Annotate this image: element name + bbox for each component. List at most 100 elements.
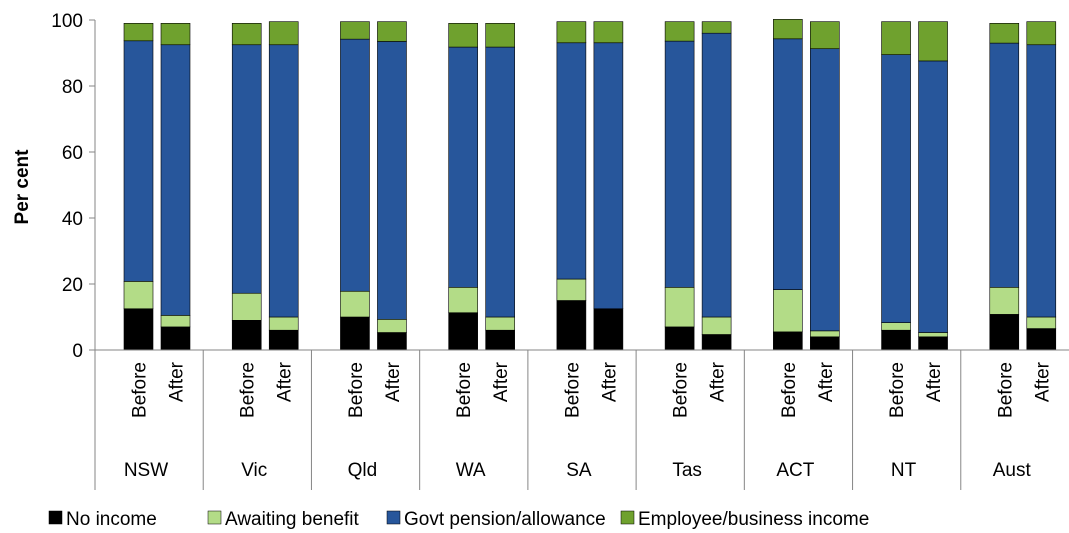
bar-segment-sa-before-0 xyxy=(556,300,587,351)
bar-segment-vic-before-0 xyxy=(231,319,262,351)
group-label: NT xyxy=(891,460,917,481)
bar-segment-act-after-3 xyxy=(810,21,840,50)
bar-segment-nt-after-2 xyxy=(918,60,948,333)
bar-segment-act-before-0 xyxy=(773,331,803,351)
bar-segment-vic-after-3 xyxy=(268,21,299,46)
bar-segment-tas-after-1 xyxy=(701,316,732,335)
bar-segment-nsw-before-3 xyxy=(123,22,154,42)
bar-segment-vic-before-3 xyxy=(231,22,262,46)
bar-segment-qld-after-3 xyxy=(377,21,407,42)
group-label: ACT xyxy=(776,460,814,481)
bar-segment-act-before-2 xyxy=(773,38,803,290)
bar-segment-wa-after-3 xyxy=(485,22,515,48)
y-axis: 0 20 40 60 80 100 xyxy=(51,11,96,362)
bar-label: Before xyxy=(671,362,692,418)
y-tick-label: 60 xyxy=(62,143,83,164)
bar-segment-wa-before-2 xyxy=(448,46,478,288)
bar-segment-aust-after-1 xyxy=(1026,316,1057,329)
bar-label: After xyxy=(708,361,729,402)
bar-segment-tas-after-2 xyxy=(701,32,732,318)
bar-label: Before xyxy=(454,362,475,418)
bar-label: After xyxy=(167,361,188,402)
y-tick-label: 20 xyxy=(62,275,83,296)
bar-label: After xyxy=(491,361,512,402)
bar-label: Before xyxy=(238,362,259,418)
y-tick-label: 40 xyxy=(62,209,83,230)
bar-segment-nsw-before-2 xyxy=(123,40,154,282)
bar-segment-nt-before-1 xyxy=(881,322,911,331)
legend-label: Employee/business income xyxy=(638,509,869,530)
bar-label: Before xyxy=(346,362,367,418)
bar-label: After xyxy=(599,361,620,402)
bar-label: Before xyxy=(779,362,800,418)
bar-segment-nt-after-3 xyxy=(918,21,948,62)
bar-segment-qld-before-2 xyxy=(340,38,370,292)
bar-segment-nsw-after-3 xyxy=(160,22,191,46)
bar-segment-tas-before-2 xyxy=(664,40,695,288)
y-tick-label: 80 xyxy=(62,77,83,98)
bar-segment-nsw-after-1 xyxy=(160,315,191,328)
bar-segment-qld-after-2 xyxy=(377,41,407,320)
bar-segment-nsw-after-2 xyxy=(160,44,191,316)
bar-segment-vic-after-0 xyxy=(268,329,299,351)
bar-label: Before xyxy=(887,362,908,418)
y-tick-label: 0 xyxy=(72,341,83,362)
legend: No income Awaiting benefit Govt pension/al… xyxy=(48,509,869,530)
legend-swatch xyxy=(620,510,635,525)
bar-segment-nt-after-1 xyxy=(918,332,948,338)
group-label: NSW xyxy=(124,460,168,481)
bar-segment-sa-before-2 xyxy=(556,42,587,280)
bar-segment-nt-before-2 xyxy=(881,54,911,323)
bar-segment-act-before-1 xyxy=(773,289,803,333)
bar-label: After xyxy=(816,361,837,402)
bar-segment-aust-after-0 xyxy=(1026,328,1057,351)
bar-segment-tas-after-3 xyxy=(701,21,732,34)
bar-segment-vic-after-2 xyxy=(268,44,299,318)
legend-swatch xyxy=(48,510,63,525)
x-axis: Before After NSW Before After Vic Before After Q… xyxy=(94,349,1069,490)
y-axis-title: Per cent xyxy=(12,149,33,225)
legend-swatch xyxy=(207,510,222,525)
bar-segment-nt-before-3 xyxy=(881,21,911,55)
legend-label: Govt pension/allowance xyxy=(404,509,606,530)
bar-segment-nsw-before-0 xyxy=(123,308,154,351)
bar-segment-vic-before-2 xyxy=(231,44,262,294)
bar-segment-qld-after-1 xyxy=(377,319,407,333)
bar-segment-act-before-3 xyxy=(773,19,803,40)
bar-segment-act-after-2 xyxy=(810,48,840,332)
bar-segment-tas-after-0 xyxy=(701,334,732,351)
bar-label: After xyxy=(1032,361,1053,402)
legend-label: No income xyxy=(66,509,157,530)
group-label: Vic xyxy=(241,460,267,481)
bar-segment-nt-after-0 xyxy=(918,336,948,351)
bar-label: Before xyxy=(562,362,583,418)
group-label: WA xyxy=(456,460,486,481)
bar-segment-tas-before-1 xyxy=(664,286,695,328)
bar-segment-wa-before-3 xyxy=(448,22,478,48)
bar-segment-qld-before-1 xyxy=(340,290,370,318)
bar-segment-wa-after-2 xyxy=(485,46,515,318)
bar-segment-sa-after-2 xyxy=(593,42,624,310)
bar-segment-qld-before-3 xyxy=(340,21,370,40)
bar-segment-sa-before-1 xyxy=(556,278,587,301)
group-label: Tas xyxy=(672,460,702,481)
bar-segment-vic-after-1 xyxy=(268,316,299,331)
group-label: SA xyxy=(566,460,592,481)
group-label: Qld xyxy=(348,460,378,481)
bar-segment-sa-after-0 xyxy=(593,308,624,351)
bar-label: Before xyxy=(130,362,151,418)
bar-segment-aust-after-2 xyxy=(1026,44,1057,318)
bar-segment-tas-before-0 xyxy=(664,326,695,351)
bar-segment-wa-before-0 xyxy=(448,312,478,351)
bar-segment-sa-after-3 xyxy=(593,21,624,44)
bar-segment-act-after-1 xyxy=(810,330,840,338)
bar-segment-aust-before-3 xyxy=(989,22,1020,44)
legend-label: Awaiting benefit xyxy=(225,509,360,530)
group-label: Aust xyxy=(993,460,1032,481)
bar-segment-tas-before-3 xyxy=(664,21,695,42)
bar-label: Before xyxy=(995,362,1016,418)
y-tick-label: 100 xyxy=(51,11,83,32)
bars-layer xyxy=(123,19,1057,351)
bar-segment-wa-after-0 xyxy=(485,329,515,351)
